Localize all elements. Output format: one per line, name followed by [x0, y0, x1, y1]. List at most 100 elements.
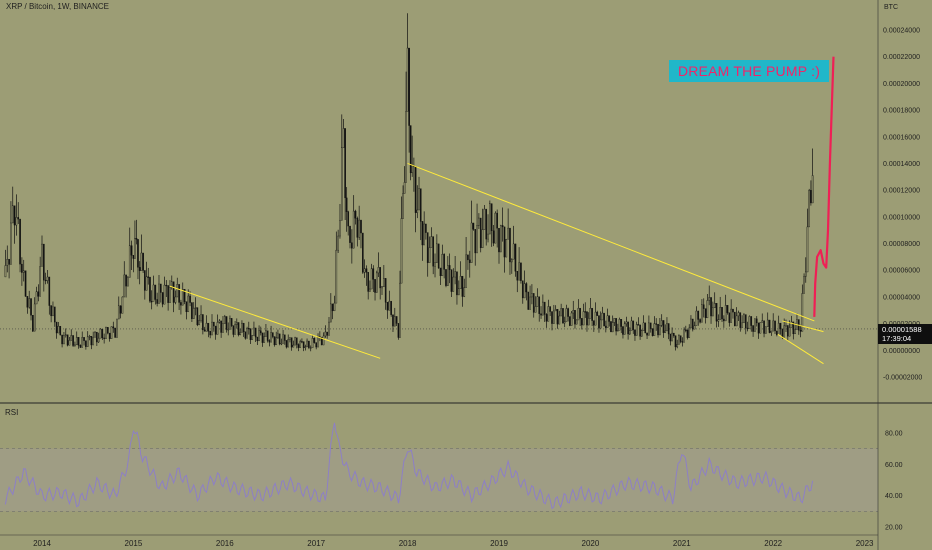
- price-candle-body: [779, 322, 782, 330]
- price-candle-body: [392, 314, 394, 327]
- price-candle-body: [748, 316, 751, 329]
- price-candle-body: [726, 305, 729, 313]
- price-candle-body: [750, 316, 753, 326]
- price-candle-body: [24, 270, 27, 297]
- price-candle-body: [730, 308, 732, 323]
- year-tick-label: 2022: [764, 539, 782, 548]
- price-candle-body: [768, 319, 771, 333]
- price-candle-body: [266, 330, 269, 341]
- price-candle-body: [154, 284, 157, 300]
- price-candle-body: [428, 247, 431, 263]
- rsi-tick-label: 80.00: [885, 431, 903, 438]
- price-candle-body: [556, 309, 559, 325]
- price-candle-body: [572, 310, 575, 314]
- price-candle-body: [223, 316, 226, 324]
- price-candle-body: [119, 305, 122, 314]
- price-candle-body: [684, 329, 687, 331]
- price-candle-body: [172, 281, 175, 303]
- price-candle-body: [811, 175, 814, 204]
- price-candle-body: [746, 327, 749, 330]
- price-candle-body: [140, 252, 143, 271]
- price-candle-body: [788, 327, 791, 337]
- price-candle-body: [721, 307, 723, 320]
- price-candle-body: [715, 303, 718, 322]
- price-candle-body: [456, 271, 458, 296]
- price-candle-body: [218, 320, 221, 323]
- rsi-tick-label: 20.00: [885, 525, 903, 532]
- price-candle-body: [432, 236, 434, 267]
- price-candle-body: [439, 267, 442, 277]
- price-candle-body: [70, 335, 73, 341]
- price-candle-body: [107, 327, 109, 334]
- price-candle-body: [402, 193, 404, 219]
- price-candle-body: [50, 305, 52, 317]
- price-candle-body: [79, 345, 82, 348]
- price-tick-label: 0.00008000: [883, 241, 920, 248]
- price-candle-body: [419, 188, 422, 222]
- price-candle-body: [560, 308, 562, 317]
- price-candle-body: [405, 111, 407, 183]
- price-candle-body: [577, 307, 580, 321]
- price-candle-body: [719, 307, 721, 320]
- price-candle-body: [383, 278, 385, 287]
- price-candle-body: [278, 333, 281, 344]
- price-candle-body: [299, 341, 302, 348]
- price-candle-body: [510, 259, 513, 263]
- price-candle-body: [801, 293, 804, 332]
- price-candle-body: [411, 165, 413, 174]
- price-candle-body: [237, 322, 240, 336]
- price-candle-body: [403, 182, 406, 194]
- price-candle-body: [320, 336, 323, 346]
- price-candle-body: [306, 340, 308, 348]
- price-candle-body: [772, 320, 774, 332]
- price-candle-body: [170, 281, 173, 288]
- price-candle-body: [605, 325, 607, 328]
- price-badge-value: 0.00001588: [882, 325, 922, 334]
- price-tick-label: 0.00000000: [883, 348, 920, 355]
- price-candle-body: [562, 308, 564, 324]
- price-candle-body: [10, 222, 12, 265]
- price-candle-body: [356, 218, 359, 238]
- price-candle-body: [774, 320, 776, 332]
- price-candle-body: [103, 337, 105, 340]
- price-candle-body: [370, 268, 373, 290]
- price-candle-body: [268, 340, 271, 343]
- price-candle-body: [196, 307, 199, 326]
- price-candle-body: [529, 296, 531, 310]
- price-candle-body: [273, 336, 276, 346]
- price-candle-body: [229, 318, 231, 330]
- price-candle-body: [492, 230, 495, 244]
- year-tick-label: 2017: [307, 539, 325, 548]
- price-candle-body: [699, 319, 701, 323]
- price-candle-body: [776, 330, 778, 335]
- price-candle-body: [743, 314, 745, 324]
- price-candle-body: [232, 325, 235, 335]
- price-candle-body: [418, 188, 420, 211]
- price-tick-label: 0.00016000: [883, 134, 920, 141]
- price-candle-body: [200, 314, 202, 321]
- price-candle-body: [285, 340, 288, 348]
- price-candle-body: [586, 311, 588, 326]
- price-candle-body: [637, 324, 640, 326]
- price-candle-body: [340, 147, 343, 221]
- price-candle-body: [632, 320, 635, 330]
- price-candle-body: [476, 225, 478, 254]
- price-candle-body: [160, 283, 162, 293]
- price-candle-body: [333, 302, 336, 312]
- price-candle-body: [634, 329, 636, 336]
- price-candle-body: [297, 344, 300, 348]
- price-candle-body: [567, 308, 569, 317]
- price-candle-body: [770, 330, 773, 333]
- price-candle-body: [85, 340, 87, 347]
- price-candle-body: [271, 332, 274, 337]
- price-candle-body: [447, 265, 449, 286]
- price-candle-body: [254, 327, 257, 338]
- year-tick-label: 2018: [399, 539, 417, 548]
- price-candle-body: [525, 283, 528, 293]
- price-candle-body: [165, 284, 168, 287]
- year-tick-label: 2014: [33, 539, 51, 548]
- price-candle-body: [441, 254, 444, 277]
- price-candle-body: [108, 332, 111, 339]
- price-candle-body: [379, 267, 381, 289]
